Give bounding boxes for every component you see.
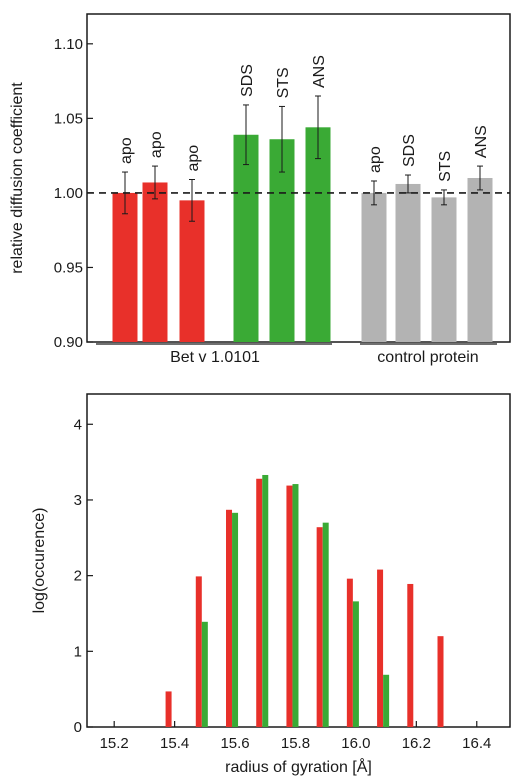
histogram-bar <box>352 601 359 727</box>
y-tick-label: 0.90 <box>54 334 83 351</box>
y-tick-label: 0 <box>74 719 82 736</box>
histogram-bar <box>201 621 208 727</box>
x-tick-label: 16.4 <box>462 735 491 752</box>
bar <box>269 139 295 342</box>
y-tick-label: 0.95 <box>54 259 83 276</box>
histogram-bar <box>407 583 414 727</box>
histogram-bar <box>316 527 323 727</box>
bar-label: ANS <box>473 125 490 158</box>
diffusion-coefficient-chart: 0.90 0.95 1.00 1.05 1.10 relative diffusion c… <box>9 13 511 366</box>
histogram-bar <box>383 674 390 727</box>
bar <box>467 178 493 342</box>
bar-label: STS <box>275 67 292 98</box>
x-axis-label: radius of gyration [Å] <box>225 757 372 776</box>
x-tick-label: 16.0 <box>341 735 370 752</box>
x-tick-label: 16.2 <box>402 735 431 752</box>
bar-label: apo <box>185 145 202 172</box>
bar <box>431 197 457 342</box>
y-tick-label: 1.00 <box>54 185 83 202</box>
y-tick-label: 1 <box>74 643 82 660</box>
y-tick-label: 1.05 <box>54 110 83 127</box>
y-axis-label: relative diffusion coefficient <box>9 82 26 274</box>
x-tick-label: 15.6 <box>220 735 249 752</box>
histogram-bar <box>377 569 384 727</box>
plot-frame <box>86 393 511 728</box>
bar-label: apo <box>367 146 384 173</box>
group-label: control protein <box>377 349 478 366</box>
group-label: Bet v 1.0101 <box>170 349 260 366</box>
histogram-bar <box>322 522 329 727</box>
bar <box>305 127 331 343</box>
bar-label: SDS <box>239 64 256 97</box>
y-axis-label: log(occurence) <box>31 508 48 614</box>
histogram-bar <box>195 576 202 727</box>
bar <box>361 192 387 342</box>
bar-label: SDS <box>401 134 418 167</box>
plot-frame <box>86 13 511 343</box>
histogram-bar <box>292 484 299 727</box>
x-tick-label: 15.2 <box>100 735 129 752</box>
bar-label: apo <box>148 131 165 158</box>
bar-label: ANS <box>311 55 328 88</box>
histogram-bar <box>256 478 263 727</box>
bar <box>112 192 138 342</box>
y-tick-label: 4 <box>74 416 82 433</box>
histogram-bar <box>165 691 172 727</box>
bar <box>179 200 205 342</box>
y-tick-label: 1.10 <box>54 36 83 53</box>
bar-label: apo <box>118 137 135 164</box>
histogram-bar <box>437 636 444 727</box>
histogram-bar <box>262 474 269 727</box>
x-tick-label: 15.4 <box>160 735 189 752</box>
y-tick-label: 2 <box>74 568 82 585</box>
bar <box>142 182 168 342</box>
histogram-bar <box>346 578 353 727</box>
histogram-bar <box>286 485 293 727</box>
bar-label: STS <box>437 151 454 182</box>
bar <box>395 183 421 342</box>
radius-of-gyration-histogram: 0 1 2 3 4 15.2 15.4 15.6 15.8 16.0 16.2 16.4 radius … <box>31 393 511 776</box>
bar <box>233 134 259 342</box>
y-tick-label: 3 <box>74 492 82 509</box>
histogram-bar <box>226 509 233 727</box>
histogram-bar <box>232 512 239 727</box>
x-tick-label: 15.8 <box>281 735 310 752</box>
